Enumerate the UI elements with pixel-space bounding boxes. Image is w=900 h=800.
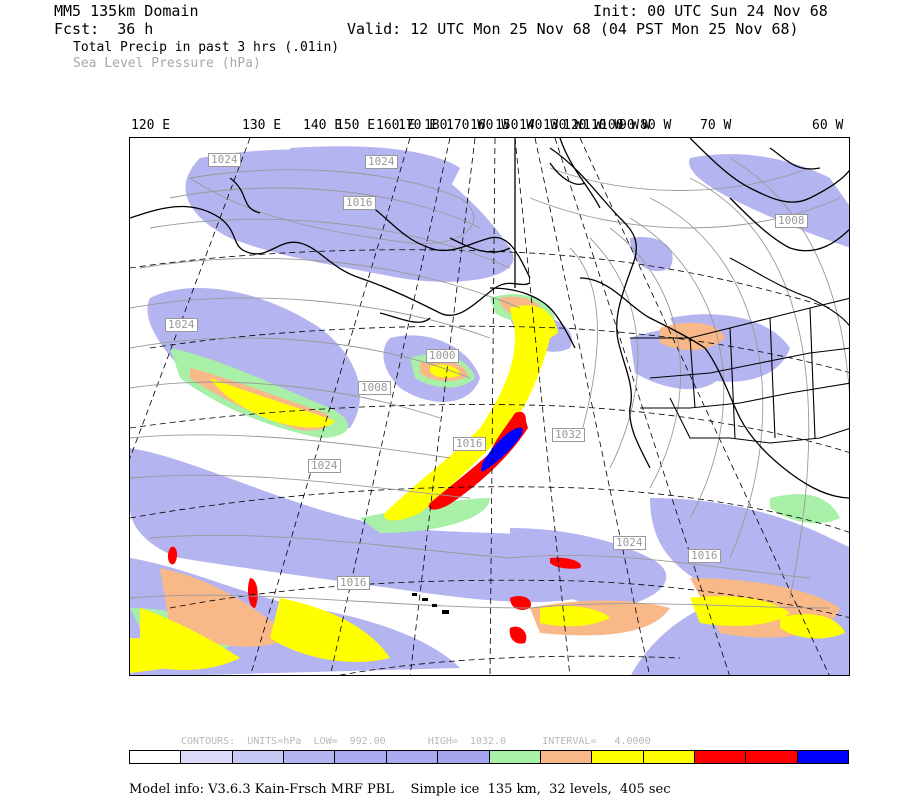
- slp-contours: [130, 157, 849, 609]
- colorbar-cell: [386, 751, 439, 763]
- lon-label: 150 W: [495, 118, 535, 133]
- pressure-label: 1016: [688, 549, 721, 563]
- weather-map: 1024 1024 1016 1008 1024 1000 1008 1016 …: [129, 137, 850, 676]
- colorbar-cell: [335, 751, 387, 763]
- lon-label: 130 E: [242, 118, 282, 133]
- hawaii-islands: [412, 593, 449, 614]
- init-time: Init: 00 UTC Sun 24 Nov 68: [593, 2, 828, 20]
- pressure-label: 1024: [165, 318, 198, 332]
- lon-label: 70 W: [700, 118, 732, 133]
- colorbar-cell: [592, 751, 644, 763]
- colorbar-cell: [746, 751, 798, 763]
- pressure-label: 1024: [308, 459, 341, 473]
- colorbar-cell: [643, 751, 695, 763]
- pressure-label: 1008: [358, 381, 391, 395]
- lon-label: 170 W: [446, 118, 486, 133]
- colorbar-cell: [130, 751, 182, 763]
- field-precip-label: Total Precip in past 3 hrs (.01in): [73, 40, 340, 55]
- colorbar-cell: [540, 751, 593, 763]
- pressure-label: 1024: [208, 153, 241, 167]
- pressure-label: 1016: [343, 196, 376, 210]
- pressure-label: 1024: [613, 536, 646, 550]
- model-info: Model info: V3.6.3 Kain-Frsch MRF PBL Si…: [129, 782, 671, 797]
- colorbar-cell: [232, 751, 285, 763]
- colorbar-cell: [489, 751, 541, 763]
- colorbar-cell: [438, 751, 490, 763]
- colorbar-cell: [284, 751, 336, 763]
- pressure-label: 1016: [453, 437, 486, 451]
- lon-label: 100 W: [600, 118, 640, 133]
- pressure-label: 1024: [365, 155, 398, 169]
- lon-label: 110 W: [583, 118, 623, 133]
- field-slp-label: Sea Level Pressure (hPa): [73, 56, 261, 71]
- precip-blue-areas: [481, 427, 523, 472]
- lon-label: 130 W: [543, 118, 583, 133]
- contour-info: CONTOURS: UNITS=hPa LOW= 992.00 HIGH= 10…: [181, 736, 651, 747]
- lon-label: 150 E: [336, 118, 376, 133]
- lon-label: 170 E: [398, 118, 438, 133]
- lon-label: 90 W: [619, 118, 651, 133]
- colorbar-cell: [181, 751, 233, 763]
- lon-label: 160 E: [376, 118, 416, 133]
- colorbar-cell: [797, 751, 849, 763]
- lon-label: 160 W: [470, 118, 510, 133]
- colorbar-cell: [694, 751, 747, 763]
- pressure-label: 1008: [775, 214, 808, 228]
- lon-label: 120 W: [563, 118, 603, 133]
- state-borders: [630, 257, 849, 444]
- precip-colorbar: [129, 750, 849, 764]
- lon-label: 120 E: [131, 118, 171, 133]
- map-graphics: [130, 138, 849, 675]
- lon-label: 180: [424, 118, 448, 133]
- lon-label: 60 W: [812, 118, 844, 133]
- lon-label: 80 W: [640, 118, 672, 133]
- pressure-label: 1032: [552, 428, 585, 442]
- lon-label: 140 E: [303, 118, 343, 133]
- pressure-label: 1000: [426, 349, 459, 363]
- forecast-hour: Fcst: 36 h: [54, 20, 154, 38]
- domain-title: MM5 135km Domain: [54, 2, 199, 20]
- pressure-label: 1016: [337, 576, 370, 590]
- lon-label: 140 W: [519, 118, 559, 133]
- valid-time: Valid: 12 UTC Mon 25 Nov 68 (04 PST Mon …: [347, 20, 799, 38]
